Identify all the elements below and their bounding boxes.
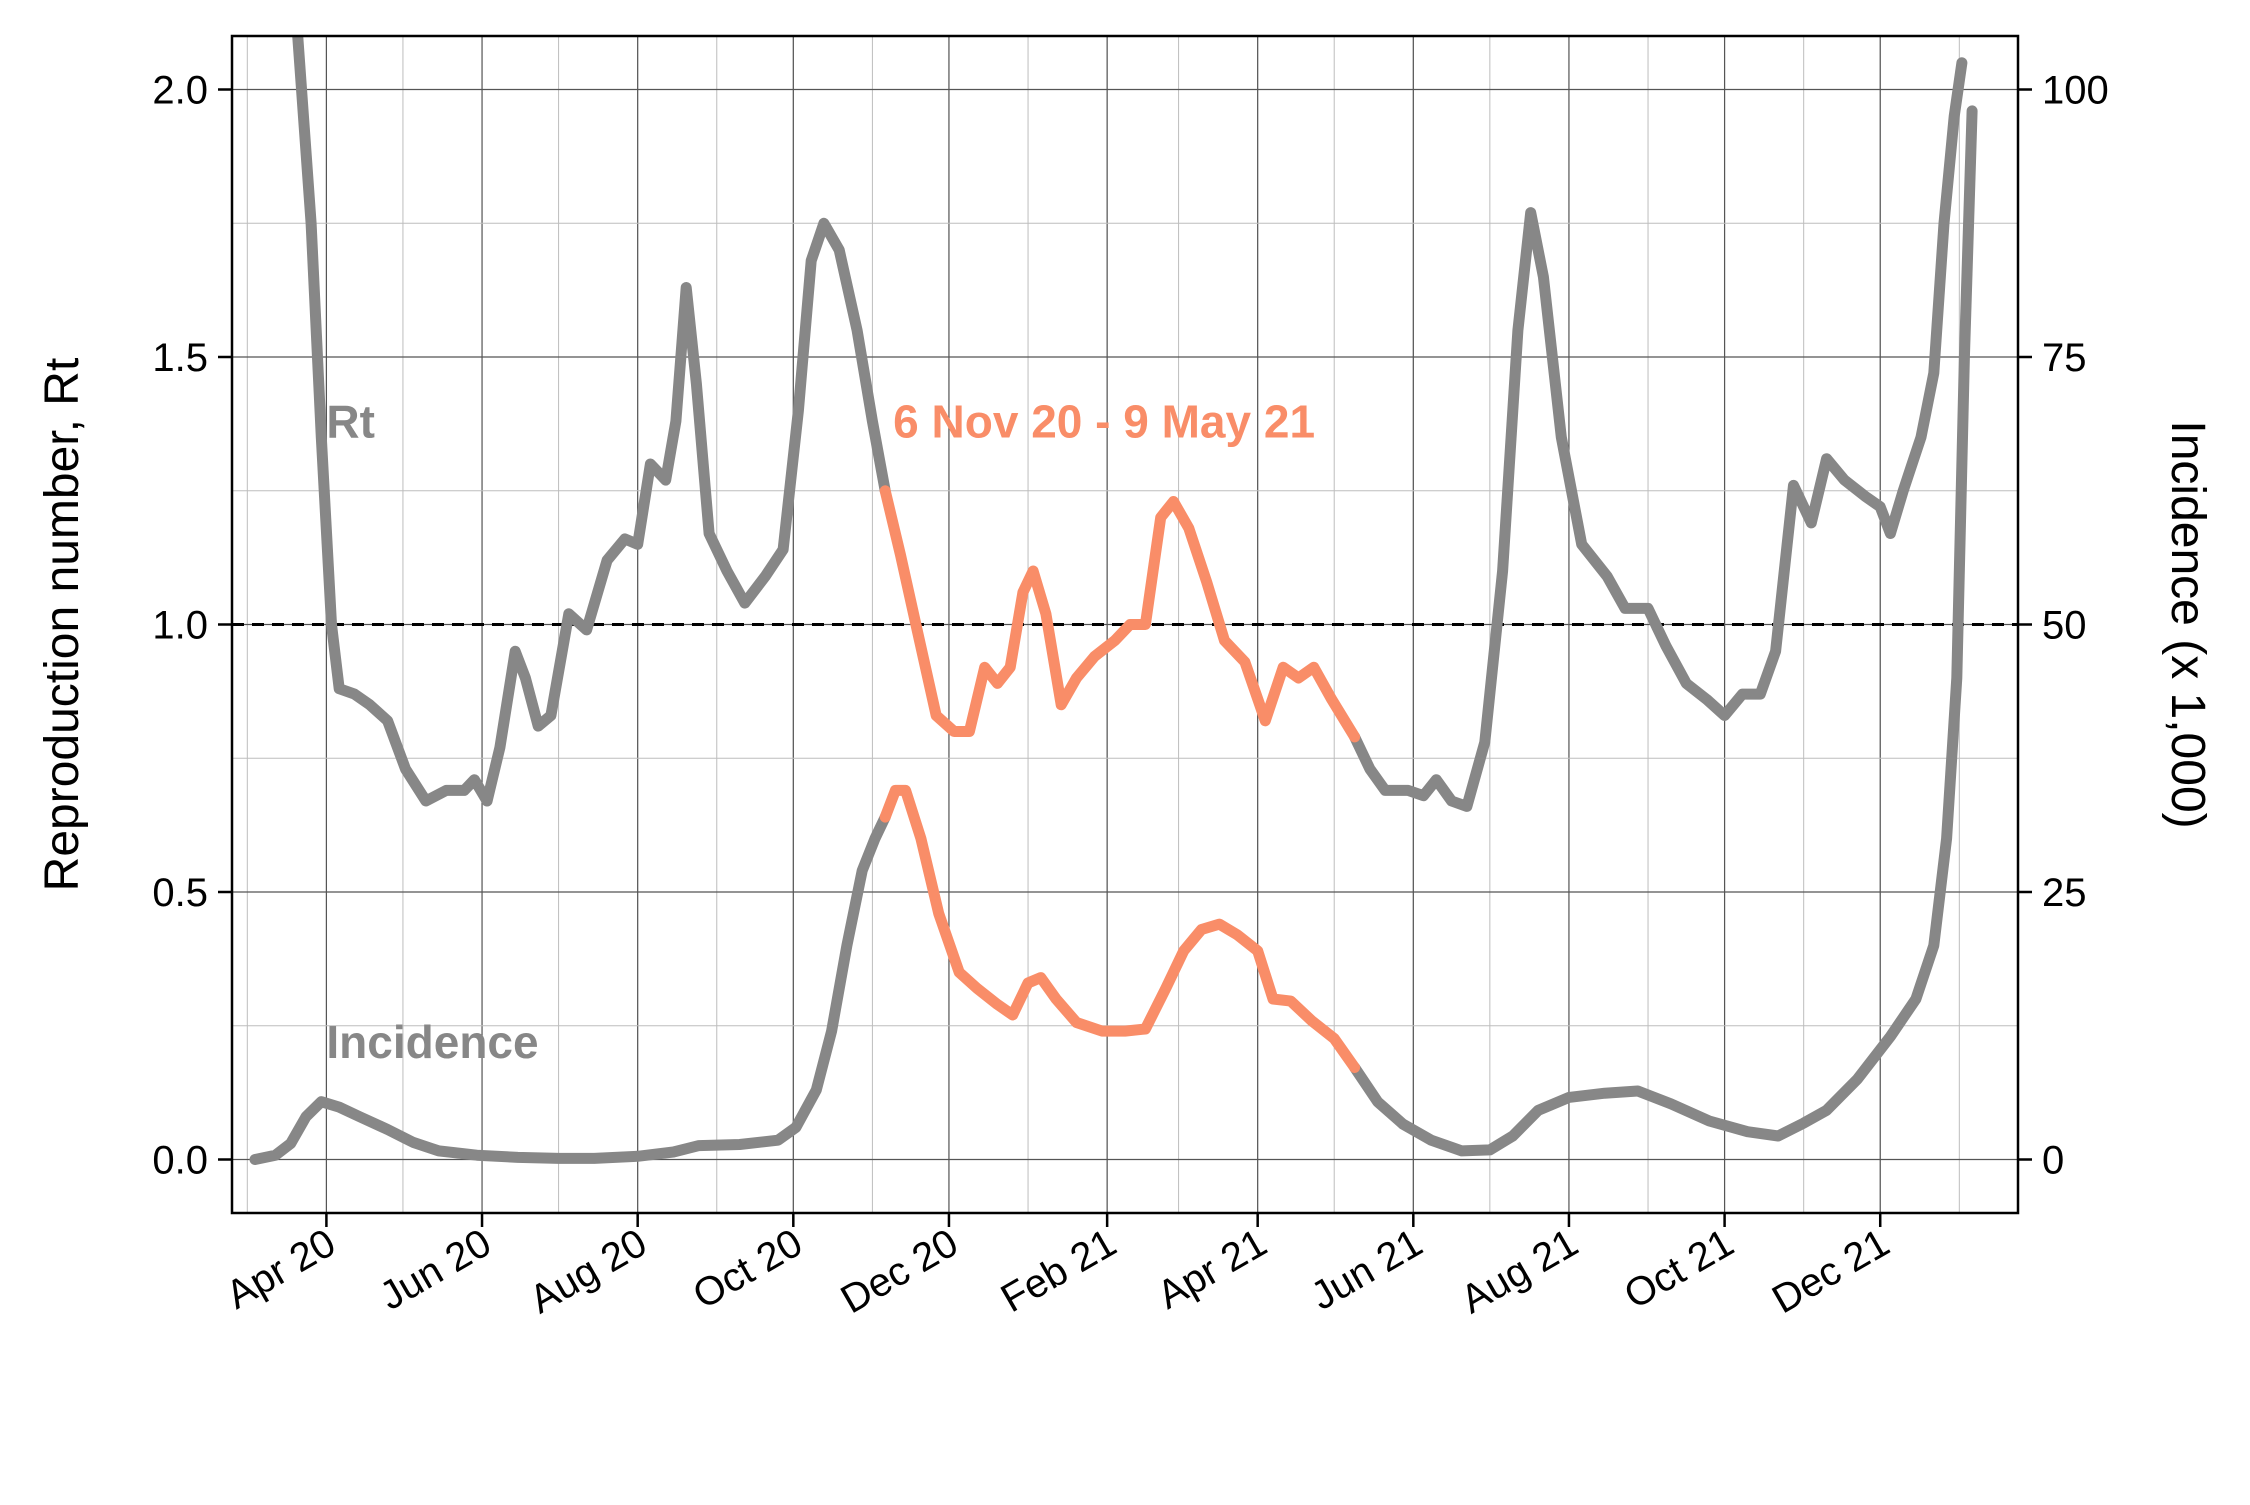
x-tick-label: Feb 21	[994, 1221, 1124, 1321]
series-rt-line-before	[292, 36, 891, 807]
y2-tick-label: 0	[2042, 1139, 2064, 1183]
y2-tick-label: 100	[2042, 69, 2109, 113]
x-tick-label: Dec 21	[1765, 1221, 1897, 1322]
x-tick-label: Jun 21	[1304, 1221, 1430, 1319]
y-tick-label: 1.0	[152, 604, 208, 648]
x-tick-label: Dec 20	[834, 1221, 966, 1322]
y-tick-label: 1.5	[152, 336, 208, 380]
x-tick-label: Jun 20	[373, 1221, 499, 1319]
y-axis-label: Reproduction number, Rt	[36, 358, 89, 892]
series-label-rt: Rt	[326, 395, 375, 447]
annotations: Rt Incidence 6 Nov 20 - 9 May 21	[326, 395, 1315, 1068]
axis-ticks: Apr 20 Jun 20 Aug 20 Oct 20 Dec 20 Feb 21 Apr …	[152, 69, 2108, 1323]
series-label-incidence: Incidence	[326, 1016, 538, 1068]
y2-axis-label: Incidence (x 1,000)	[2161, 420, 2214, 828]
highlight-period-label: 6 Nov 20 - 9 May 21	[893, 395, 1315, 447]
x-tick-label: Apr 20	[219, 1221, 343, 1318]
y2-tick-label: 50	[2042, 604, 2087, 648]
series-rt-line-after	[1349, 57, 1968, 812]
y-tick-label: 2.0	[152, 69, 208, 113]
series-lines	[249, 36, 1978, 1165]
x-tick-label: Oct 20	[686, 1221, 810, 1318]
series-incidence-line-before	[249, 811, 891, 1165]
y2-tick-label: 25	[2042, 871, 2087, 915]
series-rt-line-highlight	[879, 485, 1361, 743]
y-tick-label: 0.5	[152, 871, 208, 915]
x-tick-label: Oct 21	[1617, 1221, 1741, 1318]
series-incidence-line-after	[1349, 105, 1978, 1157]
x-tick-label: Apr 21	[1150, 1221, 1274, 1318]
y2-tick-label: 75	[2042, 336, 2087, 380]
x-tick-label: Aug 20	[522, 1221, 654, 1322]
series-incidence-line-highlight	[879, 784, 1361, 1073]
x-tick-label: Aug 21	[1454, 1221, 1586, 1322]
y-tick-label: 0.0	[152, 1139, 208, 1183]
